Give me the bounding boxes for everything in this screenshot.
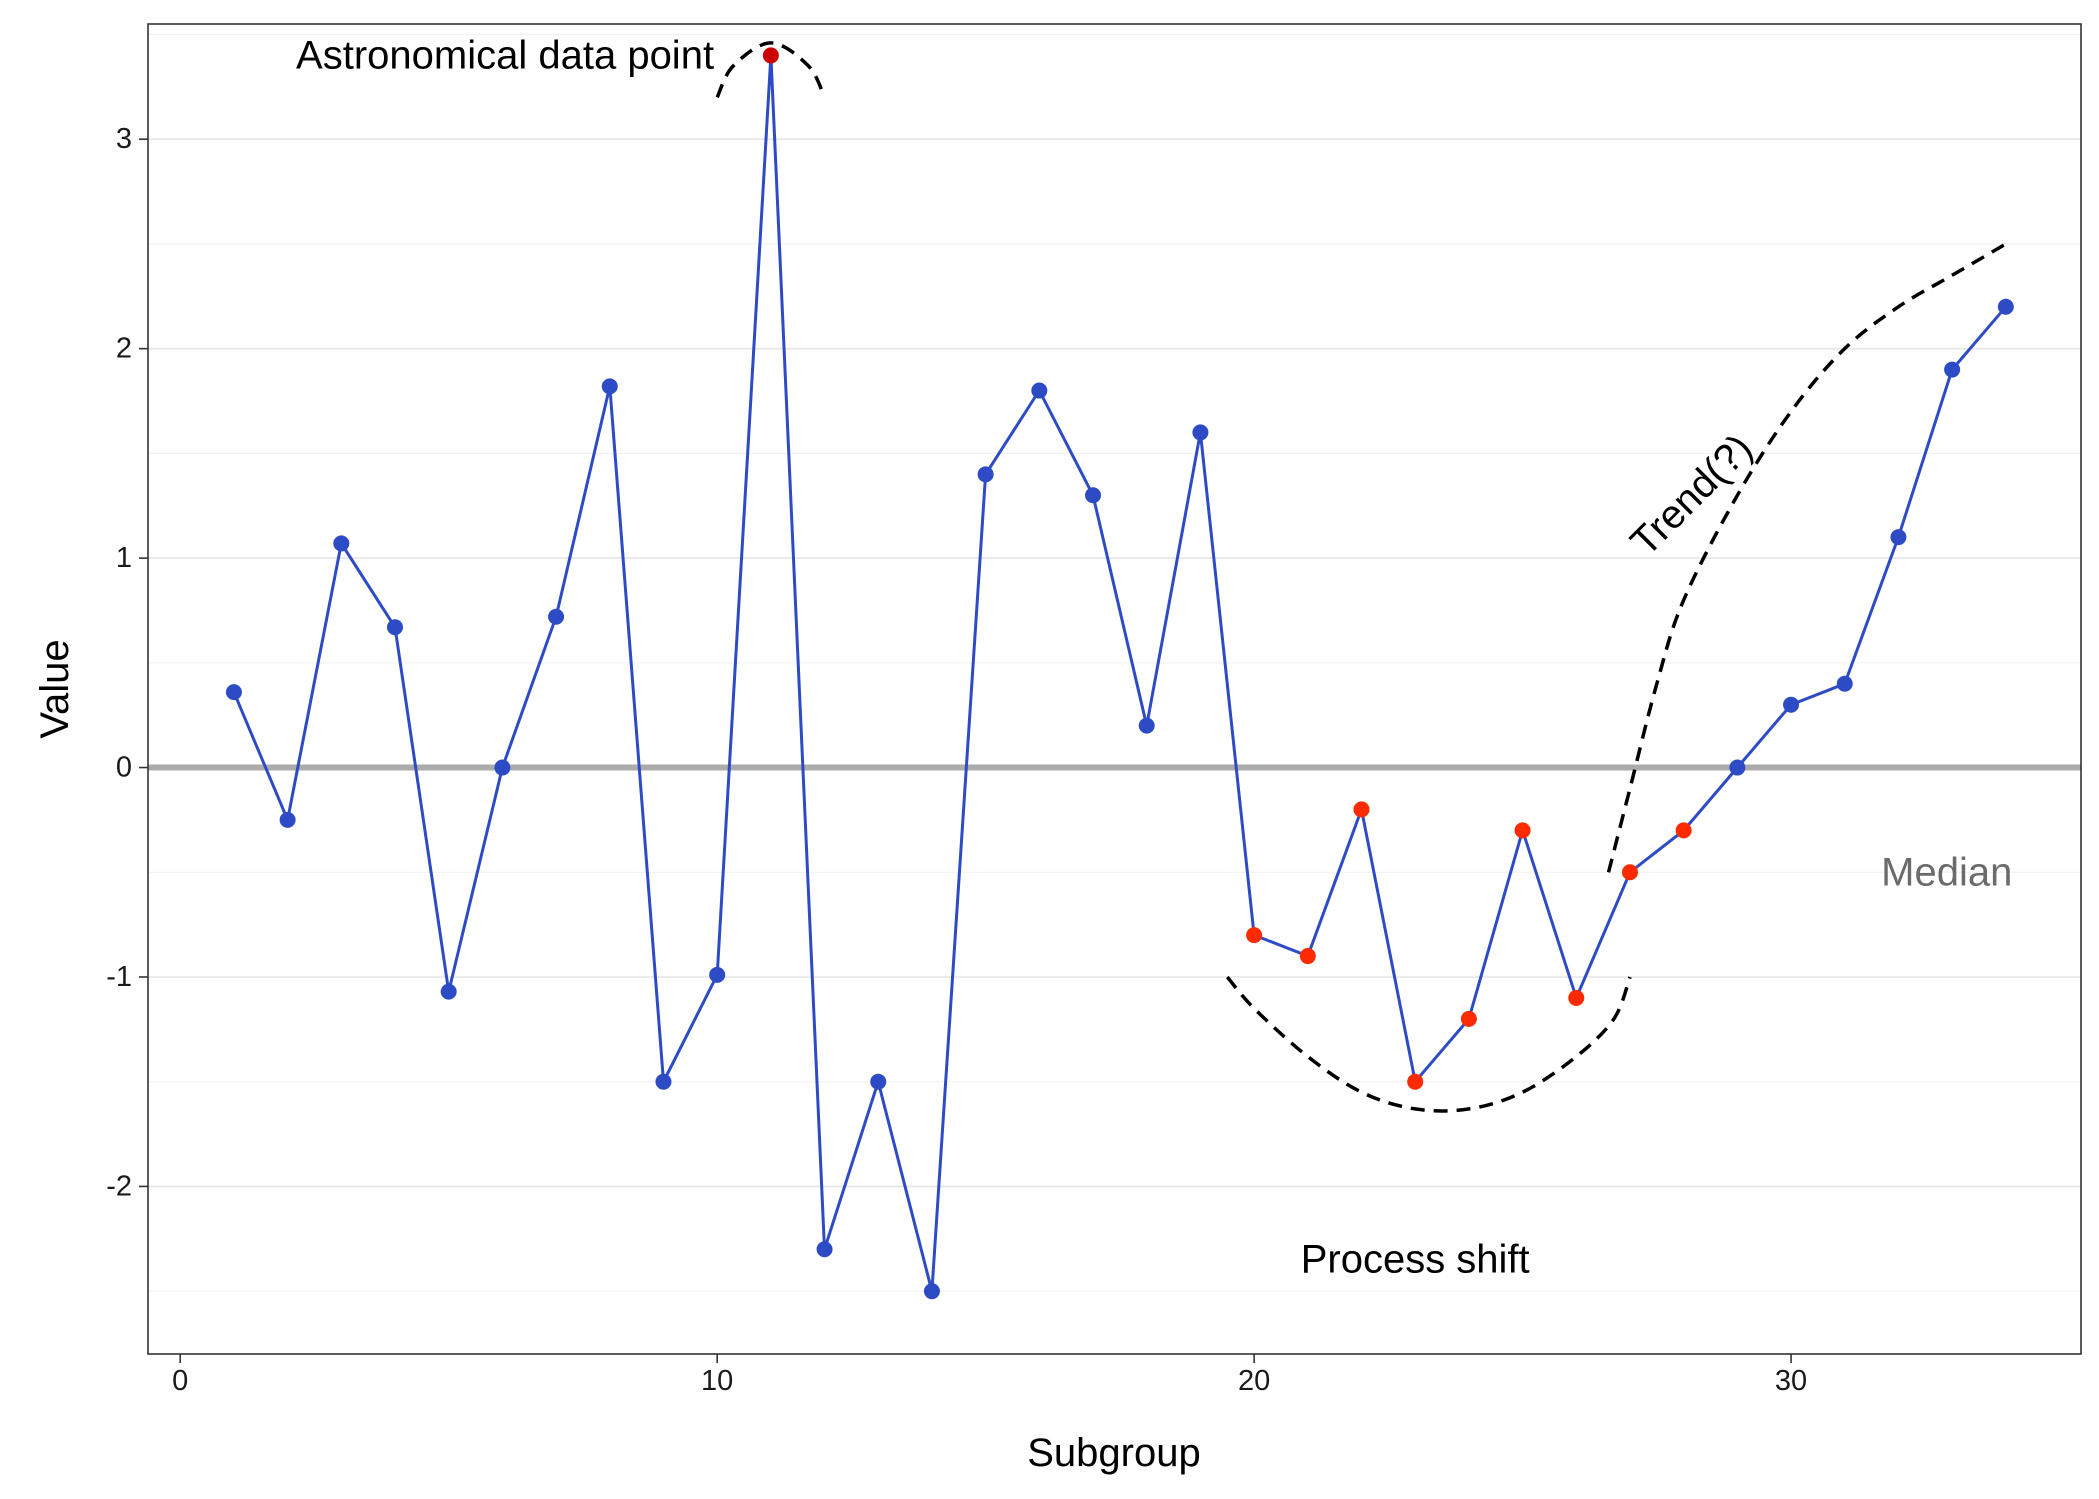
y-tick-label: -1 xyxy=(106,961,132,993)
data-point xyxy=(386,619,403,636)
data-point xyxy=(1675,822,1692,839)
data-point xyxy=(225,684,242,701)
data-points xyxy=(225,47,2014,1300)
data-point xyxy=(1407,1073,1424,1090)
data-point xyxy=(816,1241,833,1258)
data-point xyxy=(548,608,565,625)
x-tick-label: 0 xyxy=(172,1365,188,1397)
dashed-annotations xyxy=(715,41,2007,1113)
series-line-group xyxy=(232,55,2007,1292)
series-line xyxy=(232,55,2007,1292)
data-point xyxy=(1138,717,1155,734)
data-point xyxy=(440,983,457,1000)
data-point xyxy=(762,47,779,64)
y-tick-label: 3 xyxy=(116,123,132,155)
x-tick-label: 20 xyxy=(1238,1365,1270,1397)
data-point xyxy=(1997,298,2014,315)
data-point xyxy=(709,966,726,983)
x-tick-label: 30 xyxy=(1775,1365,1807,1397)
y-tick-label: 2 xyxy=(116,333,132,365)
x-tick-label: 10 xyxy=(701,1365,733,1397)
y-tick-label: 1 xyxy=(116,542,132,574)
data-point xyxy=(1836,675,1853,692)
data-point xyxy=(1568,989,1585,1006)
data-point xyxy=(279,811,296,828)
y-tick-label: 0 xyxy=(116,752,132,784)
data-point xyxy=(333,535,350,552)
data-point xyxy=(977,466,994,483)
y-axis-title: Value xyxy=(33,639,77,738)
data-point xyxy=(1031,382,1048,399)
data-point xyxy=(870,1073,887,1090)
dashed-curve-astronomical-arc xyxy=(715,41,827,99)
data-point xyxy=(1729,759,1746,776)
data-point xyxy=(1353,801,1370,818)
x-axis-title: Subgroup xyxy=(1027,1431,1200,1475)
data-point xyxy=(494,759,511,776)
data-point xyxy=(601,378,618,395)
data-point xyxy=(1299,948,1316,965)
annotation-label: Process shift xyxy=(1301,1238,1530,1282)
data-point xyxy=(1783,696,1800,713)
data-point xyxy=(1246,927,1263,944)
data-point xyxy=(655,1073,672,1090)
data-point xyxy=(1890,529,1907,546)
data-point xyxy=(923,1283,940,1300)
data-point xyxy=(1085,487,1102,504)
dashed-curve-trend-curve xyxy=(1606,242,2007,873)
data-point xyxy=(1460,1010,1477,1027)
data-point xyxy=(1192,424,1209,441)
data-point xyxy=(1514,822,1531,839)
annotation-label: Astronomical data point xyxy=(296,33,714,77)
data-point xyxy=(1621,864,1638,881)
median-label: Median xyxy=(1881,850,2012,894)
dashed-curve-shift-arc xyxy=(1225,975,1632,1113)
plot-panel-border xyxy=(147,23,2082,1355)
data-point xyxy=(1944,361,1961,378)
y-tick-label: -2 xyxy=(106,1170,132,1202)
